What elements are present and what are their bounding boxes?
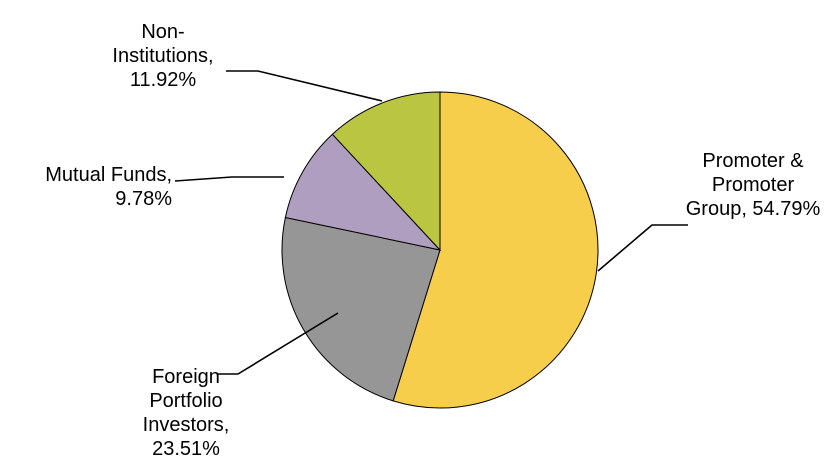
data-label-line: Mutual Funds, bbox=[45, 164, 172, 186]
data-label-non-institutions: Non-Institutions, 11.92% bbox=[112, 21, 213, 91]
data-label-line: 23.51% bbox=[152, 438, 220, 460]
leader-lines bbox=[174, 70, 688, 375]
pie-slices bbox=[281, 91, 599, 409]
data-label-line: Investors, bbox=[143, 414, 230, 436]
data-label-line: 9.78% bbox=[115, 188, 172, 210]
data-label-line: Promoter bbox=[712, 174, 795, 196]
leader-line-mutual-funds bbox=[174, 176, 284, 182]
leader-line-non-institutions bbox=[226, 70, 383, 102]
pie-slice-non-institutions bbox=[331, 91, 441, 252]
data-label-foreign-portfolio-investors: Foreign Portfolio Investors, 23.51% bbox=[143, 366, 230, 460]
data-label-line: Non- bbox=[141, 21, 184, 43]
data-label-line: Institutions, bbox=[112, 45, 213, 67]
data-labels: Promoter & Promoter Group, 54.79% Foreign Po… bbox=[45, 21, 820, 460]
data-label-line: Portfolio bbox=[149, 390, 222, 412]
pie-slice-promoter-and-promoter-group bbox=[392, 91, 599, 409]
data-label-mutual-funds: Mutual Funds, 9.78% bbox=[45, 164, 172, 210]
data-label-line: Foreign bbox=[152, 366, 220, 388]
pie-slice-foreign-portfolio-investors bbox=[281, 216, 441, 402]
leader-line-foreign-portfolio-investors bbox=[218, 312, 339, 375]
leader-line-promoter-and-promoter-group bbox=[597, 224, 688, 272]
data-label-line: Group, 54.79% bbox=[686, 198, 821, 220]
pie-slice-mutual-funds bbox=[284, 133, 442, 251]
data-label-promoter-and-promoter-group: Promoter & Promoter Group, 54.79% bbox=[686, 150, 821, 220]
data-label-line: 11.92% bbox=[130, 69, 197, 91]
data-label-line: Promoter & bbox=[702, 150, 804, 172]
